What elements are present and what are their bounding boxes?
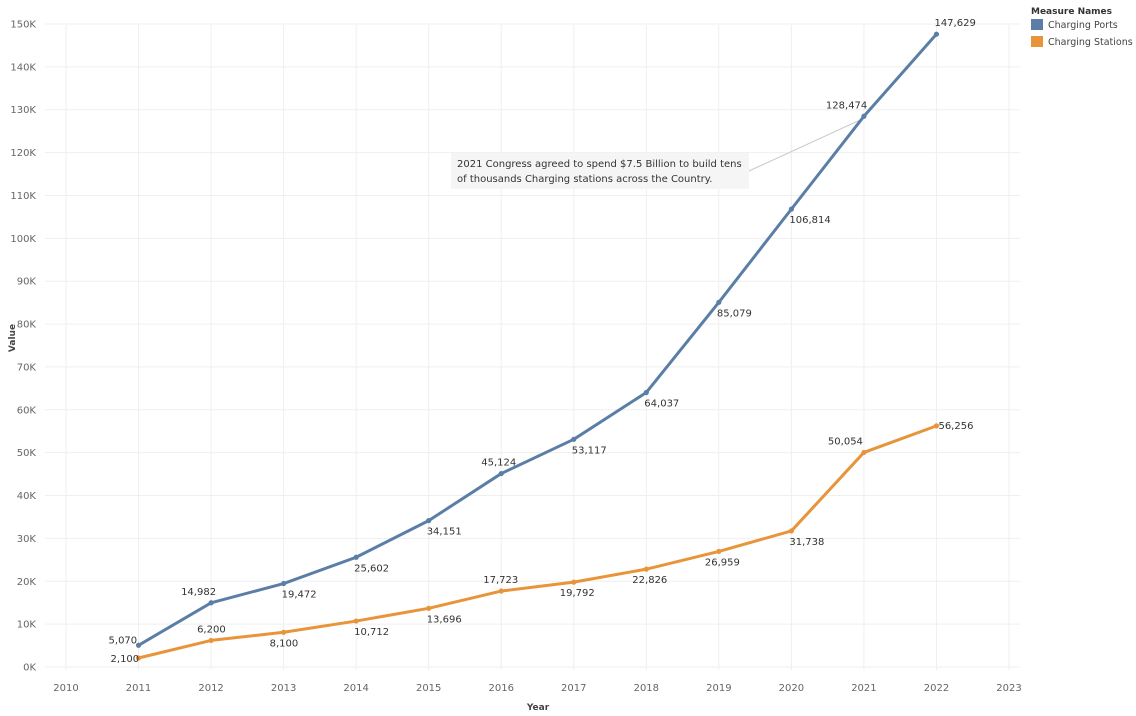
y-tick-label: 150K (10, 20, 36, 31)
charging-ports-point[interactable] (281, 580, 287, 587)
legend-swatch[interactable] (1031, 19, 1043, 30)
charging-stations-point[interactable] (135, 655, 142, 661)
charging-stations-point[interactable] (353, 618, 359, 624)
x-tick-label: 2022 (924, 683, 949, 694)
charging-stations-point[interactable] (643, 566, 649, 572)
annotation-text-line: 2021 Congress agreed to spend $7.5 Billi… (457, 159, 742, 170)
charging-ports-point[interactable] (571, 436, 577, 442)
charging-stations-data-label: 13,696 (427, 614, 462, 625)
data-label-layer: 5,070 14,982 19,472 25,602 34,151 45,124 53,11… (109, 18, 976, 665)
charging-ports-data-label: 128,474 (826, 100, 867, 111)
x-tick-label: 2016 (489, 683, 514, 694)
x-tick-label: 2014 (343, 683, 368, 694)
x-tick-label: 2023 (996, 683, 1021, 694)
annotation-text-line: of thousands Charging stations across th… (457, 174, 712, 185)
y-tick-label: 100K (10, 234, 36, 245)
charging-stations-data-label: 50,054 (828, 436, 863, 447)
charging-stations-point[interactable] (571, 579, 577, 585)
y-tick-label: 30K (17, 534, 37, 545)
legend-item-label[interactable]: Charging Ports (1048, 20, 1118, 31)
y-tick-label: 60K (17, 405, 37, 416)
charging-stations-point[interactable] (426, 605, 432, 611)
charging-ports-line (137, 32, 938, 647)
x-tick-label: 2013 (271, 683, 296, 694)
charging-stations-data-label: 10,712 (354, 627, 389, 638)
y-tick-label: 130K (10, 105, 36, 116)
charging-ports-data-label: 64,037 (644, 398, 679, 409)
axis-layer: 0K 10K 20K 30K 40K 50K 60K 70K 80K 90K 100K 110K 120… (8, 20, 1022, 714)
y-tick-label: 80K (17, 320, 37, 331)
charging-stations-point[interactable] (208, 637, 214, 644)
y-tick-label: 140K (10, 62, 36, 73)
legend: Measure Names Charging Ports Charging Stat… (1031, 7, 1133, 48)
charging-ports-point[interactable] (135, 642, 142, 648)
charging-stations-line (137, 424, 938, 660)
x-tick-label: 2019 (706, 683, 731, 694)
x-tick-label: 2020 (779, 683, 804, 694)
x-tick-label: 2015 (416, 683, 441, 694)
grid-layer (45, 23, 1020, 670)
x-tick-label: 2011 (126, 683, 151, 694)
y-tick-label: 120K (10, 148, 36, 159)
charging-ports-data-label: 34,151 (427, 527, 462, 538)
x-axis-title: Year (526, 703, 550, 712)
legend-title: Measure Names (1031, 7, 1112, 17)
charging-ports-point[interactable] (353, 554, 359, 560)
charging-stations-data-label: 19,792 (560, 588, 595, 599)
charging-stations-point[interactable] (861, 449, 867, 456)
charging-ports-data-label: 45,124 (481, 458, 516, 469)
charging-stations-data-label: 17,723 (483, 575, 518, 586)
y-tick-label: 40K (17, 491, 37, 502)
legend-item-label[interactable]: Charging Stations (1048, 37, 1133, 48)
x-tick-label: 2017 (561, 683, 586, 694)
annotation-layer: 2021 Congress agreed to spend $7.5 Billi… (451, 117, 865, 189)
charging-ports-point[interactable] (788, 206, 794, 212)
legend-swatch[interactable] (1031, 36, 1043, 47)
charging-ports-point[interactable] (498, 470, 504, 477)
x-tick-label: 2018 (634, 683, 659, 694)
charging-stations-point[interactable] (788, 528, 794, 534)
charging-ports-point[interactable] (861, 113, 867, 119)
annotation-connector (748, 117, 865, 172)
charging-ports-data-label: 85,079 (717, 308, 752, 319)
y-tick-label: 10K (17, 620, 37, 631)
charging-stations-data-label: 22,826 (632, 575, 667, 586)
charging-stations-point[interactable] (281, 629, 287, 635)
charging-ports-data-label: 25,602 (354, 563, 389, 574)
x-tick-label: 2012 (198, 683, 223, 694)
charging-ports-point[interactable] (716, 299, 722, 305)
charging-ports-point[interactable] (208, 600, 214, 606)
charging-ports-data-label: 53,117 (572, 445, 607, 456)
charging-ports-data-label: 5,070 (109, 635, 138, 646)
charging-stations-point[interactable] (933, 423, 940, 429)
y-axis-title: Value (8, 324, 18, 352)
y-tick-label: 90K (17, 277, 37, 288)
charging-ports-data-label: 106,814 (789, 215, 830, 226)
charging-ports-data-label: 147,629 (934, 18, 975, 29)
y-tick-label: 70K (17, 362, 37, 373)
charging-ports-point[interactable] (933, 31, 940, 37)
annotation-box (451, 153, 749, 189)
charging-stations-data-label: 2,100 (111, 654, 140, 665)
charging-ports-data-label: 14,982 (181, 587, 216, 598)
charging-stations-point[interactable] (716, 548, 722, 555)
charging-ports-point[interactable] (643, 389, 649, 396)
charging-stations-data-label: 8,100 (270, 638, 299, 649)
series-layer (135, 31, 940, 661)
charging-stations-data-label: 6,200 (197, 624, 226, 635)
charging-stations-data-label: 26,959 (705, 557, 740, 568)
y-tick-label: 110K (10, 191, 36, 202)
charging-ports-data-label: 19,472 (282, 590, 317, 601)
y-tick-label: 20K (17, 577, 37, 588)
y-tick-label: 0K (23, 663, 36, 674)
x-tick-label: 2010 (53, 683, 78, 694)
charging-stations-data-label: 56,256 (938, 421, 973, 432)
charging-stations-data-label: 31,738 (789, 537, 824, 548)
charging-ports-point[interactable] (426, 518, 432, 524)
x-tick-label: 2021 (851, 683, 876, 694)
charging-stations-point[interactable] (498, 588, 504, 594)
y-tick-label: 50K (17, 448, 37, 459)
